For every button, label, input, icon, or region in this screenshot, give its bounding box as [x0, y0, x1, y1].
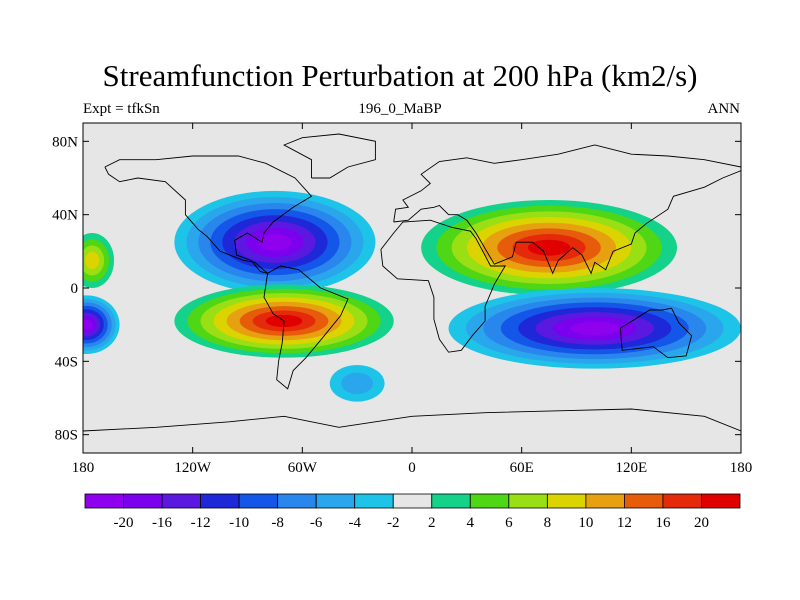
contour-level: [83, 319, 93, 330]
colorbar-label: 8: [544, 515, 552, 531]
colorbar-label: -12: [191, 515, 211, 531]
coastline-segment: [263, 265, 349, 390]
contour-level: [85, 251, 100, 270]
colorbar-swatch: [392, 493, 433, 509]
x-tick-label: 180: [730, 460, 753, 476]
x-tick-label: 120E: [615, 460, 647, 476]
colorbar: -20 -16 -12 -10 -8 -6 -4 -2 2 4 6 8 10 12 16 20: [84, 493, 741, 531]
y-tick-label: 80S: [55, 428, 78, 444]
x-tick-label: 60W: [288, 460, 318, 476]
coastline-segment: [83, 408, 741, 432]
contour-fields: [83, 190, 741, 402]
time-label: 196_0_MaBP: [358, 101, 442, 117]
season-label: ANN: [707, 101, 741, 117]
coastline-segment: [619, 307, 693, 359]
coastline-segment: [393, 144, 741, 275]
x-tick-label: 120W: [174, 460, 212, 476]
colorbar-label: -10: [229, 515, 249, 531]
coastline: [83, 133, 741, 432]
colorbar-swatch: [508, 493, 548, 509]
map-background: [83, 123, 741, 453]
colorbar-label: -20: [114, 515, 134, 531]
axes: 180 120W 60W 0 60E 120E 180 80N 40N 0 40S 80S: [52, 123, 752, 476]
colorbar-swatch: [431, 493, 471, 509]
y-tick-label: 40S: [55, 354, 78, 370]
colorbar-swatch: [123, 493, 163, 509]
colorbar-label: 2: [428, 515, 436, 531]
colorbar-swatch: [585, 493, 625, 509]
contour-level: [570, 321, 620, 336]
coastline-segment: [104, 155, 313, 274]
x-tick-label: 180: [72, 460, 95, 476]
colorbar-swatch: [662, 493, 702, 509]
experiment-label: Expt = tfkSn: [83, 101, 160, 117]
contour-level: [258, 233, 292, 251]
colorbar-swatch: [84, 493, 124, 509]
coastline-segment: [283, 133, 376, 179]
colorbar-swatch: [161, 493, 201, 509]
colorbar-label: 4: [467, 515, 475, 531]
y-tick-label: 40N: [52, 208, 78, 224]
colorbar-label: 12: [617, 515, 632, 531]
chart-title: Streamfunction Perturbation at 200 hPa (…: [102, 58, 698, 93]
contour-level: [527, 239, 571, 256]
colorbar-label: -6: [310, 515, 323, 531]
colorbar-swatch: [315, 493, 356, 509]
colorbar-label: 16: [655, 515, 671, 531]
y-tick-label: 0: [71, 281, 79, 297]
colorbar-swatch: [200, 493, 240, 509]
colorbar-swatch: [354, 493, 394, 509]
colorbar-swatch: [701, 493, 741, 509]
colorbar-swatch: [624, 493, 664, 509]
x-tick-label: 0: [408, 460, 416, 476]
coastline-segment: [380, 219, 506, 353]
colorbar-label: 20: [694, 515, 709, 531]
colorbar-label: 10: [578, 515, 593, 531]
colorbar-label: -2: [387, 515, 400, 531]
colorbar-swatch: [546, 493, 587, 509]
colorbar-swatch: [238, 493, 279, 509]
y-tick-label: 80N: [52, 134, 78, 150]
colorbar-label: -16: [152, 515, 172, 531]
colorbar-swatch: [469, 493, 510, 509]
colorbar-label: -4: [348, 515, 361, 531]
colorbar-swatch: [277, 493, 317, 509]
colorbar-label: -8: [271, 515, 284, 531]
colorbar-label: 6: [505, 515, 513, 531]
contour-level: [341, 372, 374, 395]
x-tick-label: 60E: [510, 460, 534, 476]
